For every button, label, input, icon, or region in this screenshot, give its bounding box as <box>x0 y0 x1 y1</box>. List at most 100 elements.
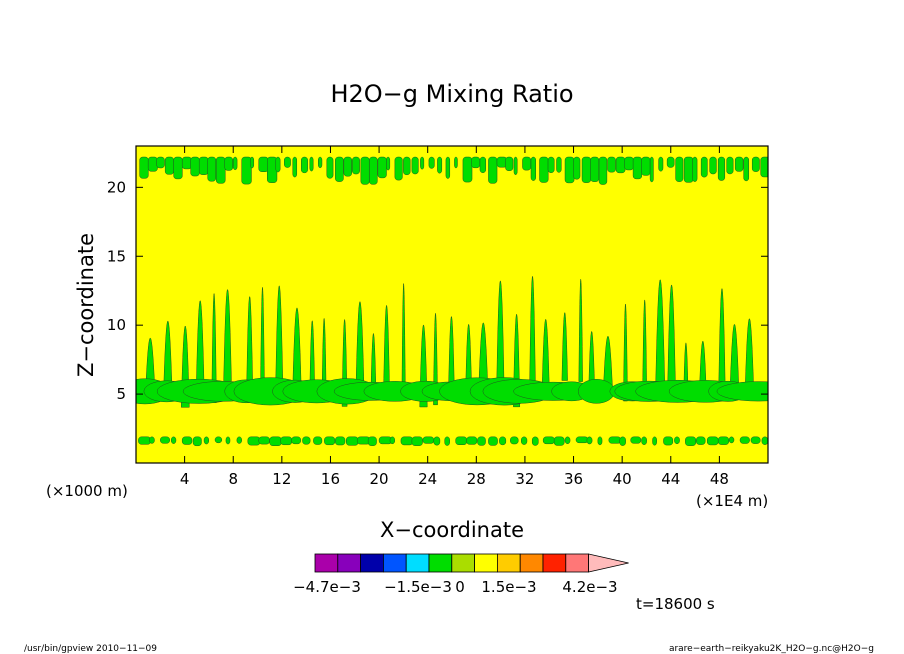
contour-band-cell <box>280 436 293 446</box>
contour-plume <box>642 299 647 389</box>
contour-plume <box>321 318 327 393</box>
contour-band-cell <box>422 436 435 444</box>
contour-band-cell <box>513 156 518 175</box>
contour-band-cell <box>700 156 708 178</box>
contour-plume <box>292 307 302 402</box>
x-tick-label: 36 <box>564 470 583 488</box>
contour-plume <box>401 283 406 395</box>
contour-band-cell <box>394 156 403 181</box>
contour-band-cell <box>608 436 622 444</box>
contour-band-cell <box>466 436 478 445</box>
contour-band-cell <box>477 436 486 446</box>
contour-band-cell <box>726 156 734 175</box>
contour-band-cell <box>641 156 651 176</box>
x-tick-label: 8 <box>228 470 238 488</box>
x-tick-label: 4 <box>180 470 190 488</box>
x-unit-label: (×1E4 m) <box>696 492 768 510</box>
contour-band-cell <box>530 156 536 181</box>
y-unit-label: (×1000 m) <box>46 482 128 500</box>
plot-area <box>136 146 768 463</box>
contour-band-cell <box>367 436 377 446</box>
contour-band-cell <box>581 156 592 183</box>
contour-band-cell <box>164 156 174 175</box>
contour-band-cell <box>215 156 226 184</box>
contour-band-cell <box>586 436 593 445</box>
contour-band-cell <box>685 436 697 446</box>
contour-plume <box>196 300 205 384</box>
time-label: t=18600 s <box>636 595 715 613</box>
contour-band-cell <box>249 156 255 169</box>
x-tick-label: 28 <box>467 470 486 488</box>
contour-band-cell <box>575 436 589 444</box>
contour-plume <box>588 331 595 388</box>
contour-band-cell <box>522 156 532 171</box>
contour-band-cell <box>313 436 323 445</box>
contour-band-cell <box>420 156 425 170</box>
contour-band-cell <box>674 436 680 445</box>
contour-band-cell <box>649 156 654 183</box>
contour-band-cell <box>138 436 152 445</box>
contour-plume <box>355 301 365 387</box>
contour-band-cell <box>728 436 735 444</box>
contour-plume <box>383 305 390 389</box>
x-tick-label: 24 <box>418 470 437 488</box>
contour-band-cell <box>531 436 539 446</box>
contour-band-cell <box>149 436 155 444</box>
colorbar-tick-label: −1.5e−3 <box>384 578 452 596</box>
contour-band-cell <box>318 156 323 169</box>
contour-band-cell <box>619 436 626 446</box>
contour-band-cell <box>224 156 234 171</box>
contour-plume <box>223 289 232 382</box>
contour-band-cell <box>292 156 298 178</box>
contour-band-cell <box>173 156 183 180</box>
colorbar-segment <box>314 553 339 573</box>
contour-band-cell <box>462 156 473 183</box>
y-tick-label: 5 <box>116 385 126 403</box>
contour-band-cell <box>139 156 149 179</box>
contour-plume <box>370 333 377 389</box>
colorbar-tick-labels: −4.7e−3 −1.5e−3 0 1.5e−3 4.2e−3 <box>293 578 617 596</box>
x-tick-label: 40 <box>613 470 632 488</box>
y-tick-label: 15 <box>107 247 126 265</box>
contour-band-cell <box>433 436 441 446</box>
contour-band-cell <box>739 436 750 444</box>
contour-plume <box>578 279 583 382</box>
y-axis: 5 10 15 20 <box>107 178 768 403</box>
contour-band-cell <box>369 156 378 185</box>
footer-left: /usr/bin/gpview 2010−11−09 <box>24 644 157 654</box>
contour-band-cell <box>346 436 359 446</box>
contour-band-cell <box>597 436 603 446</box>
contour-band-cell <box>663 436 674 446</box>
contour-band-cell <box>488 436 498 446</box>
chart-title: H2O−g Mixing Ratio <box>330 80 573 108</box>
contour-band-cell <box>247 436 261 446</box>
contour-fill-layer <box>136 156 768 447</box>
colorbar-segment <box>360 553 384 573</box>
contour-band-cell <box>542 436 555 445</box>
contour-band-cell <box>488 156 498 184</box>
contour-band-cell <box>301 156 308 174</box>
x-axis: 4 8 12 16 20 24 28 32 36 40 44 48 <box>180 146 729 488</box>
contour-band-cell <box>198 156 209 175</box>
contour-band-cell <box>471 156 481 169</box>
contour-band-cell <box>324 436 336 446</box>
contour-band-cell <box>717 436 730 445</box>
contour-band-cell <box>750 436 761 444</box>
contour-band-cell <box>607 156 616 173</box>
contour-band-cell <box>675 156 684 182</box>
contour-band-cell <box>190 156 200 177</box>
contour-band-cell <box>267 156 278 183</box>
contour-band-cell <box>761 436 768 445</box>
contour-band-cell <box>214 436 223 444</box>
contour-band-cell <box>696 436 706 445</box>
contour-blob <box>716 381 768 402</box>
contour-band-cell <box>335 436 346 446</box>
colorbar-segment <box>337 553 361 573</box>
contour-band-cell <box>556 156 562 173</box>
contour-plume <box>478 322 489 390</box>
contour-band-cell <box>343 156 352 177</box>
contour-band-cell <box>743 156 750 182</box>
colorbar-tick-label: 1.5e−3 <box>481 578 536 596</box>
contour-band-cell <box>411 436 423 446</box>
contour-band-cell <box>615 156 626 174</box>
